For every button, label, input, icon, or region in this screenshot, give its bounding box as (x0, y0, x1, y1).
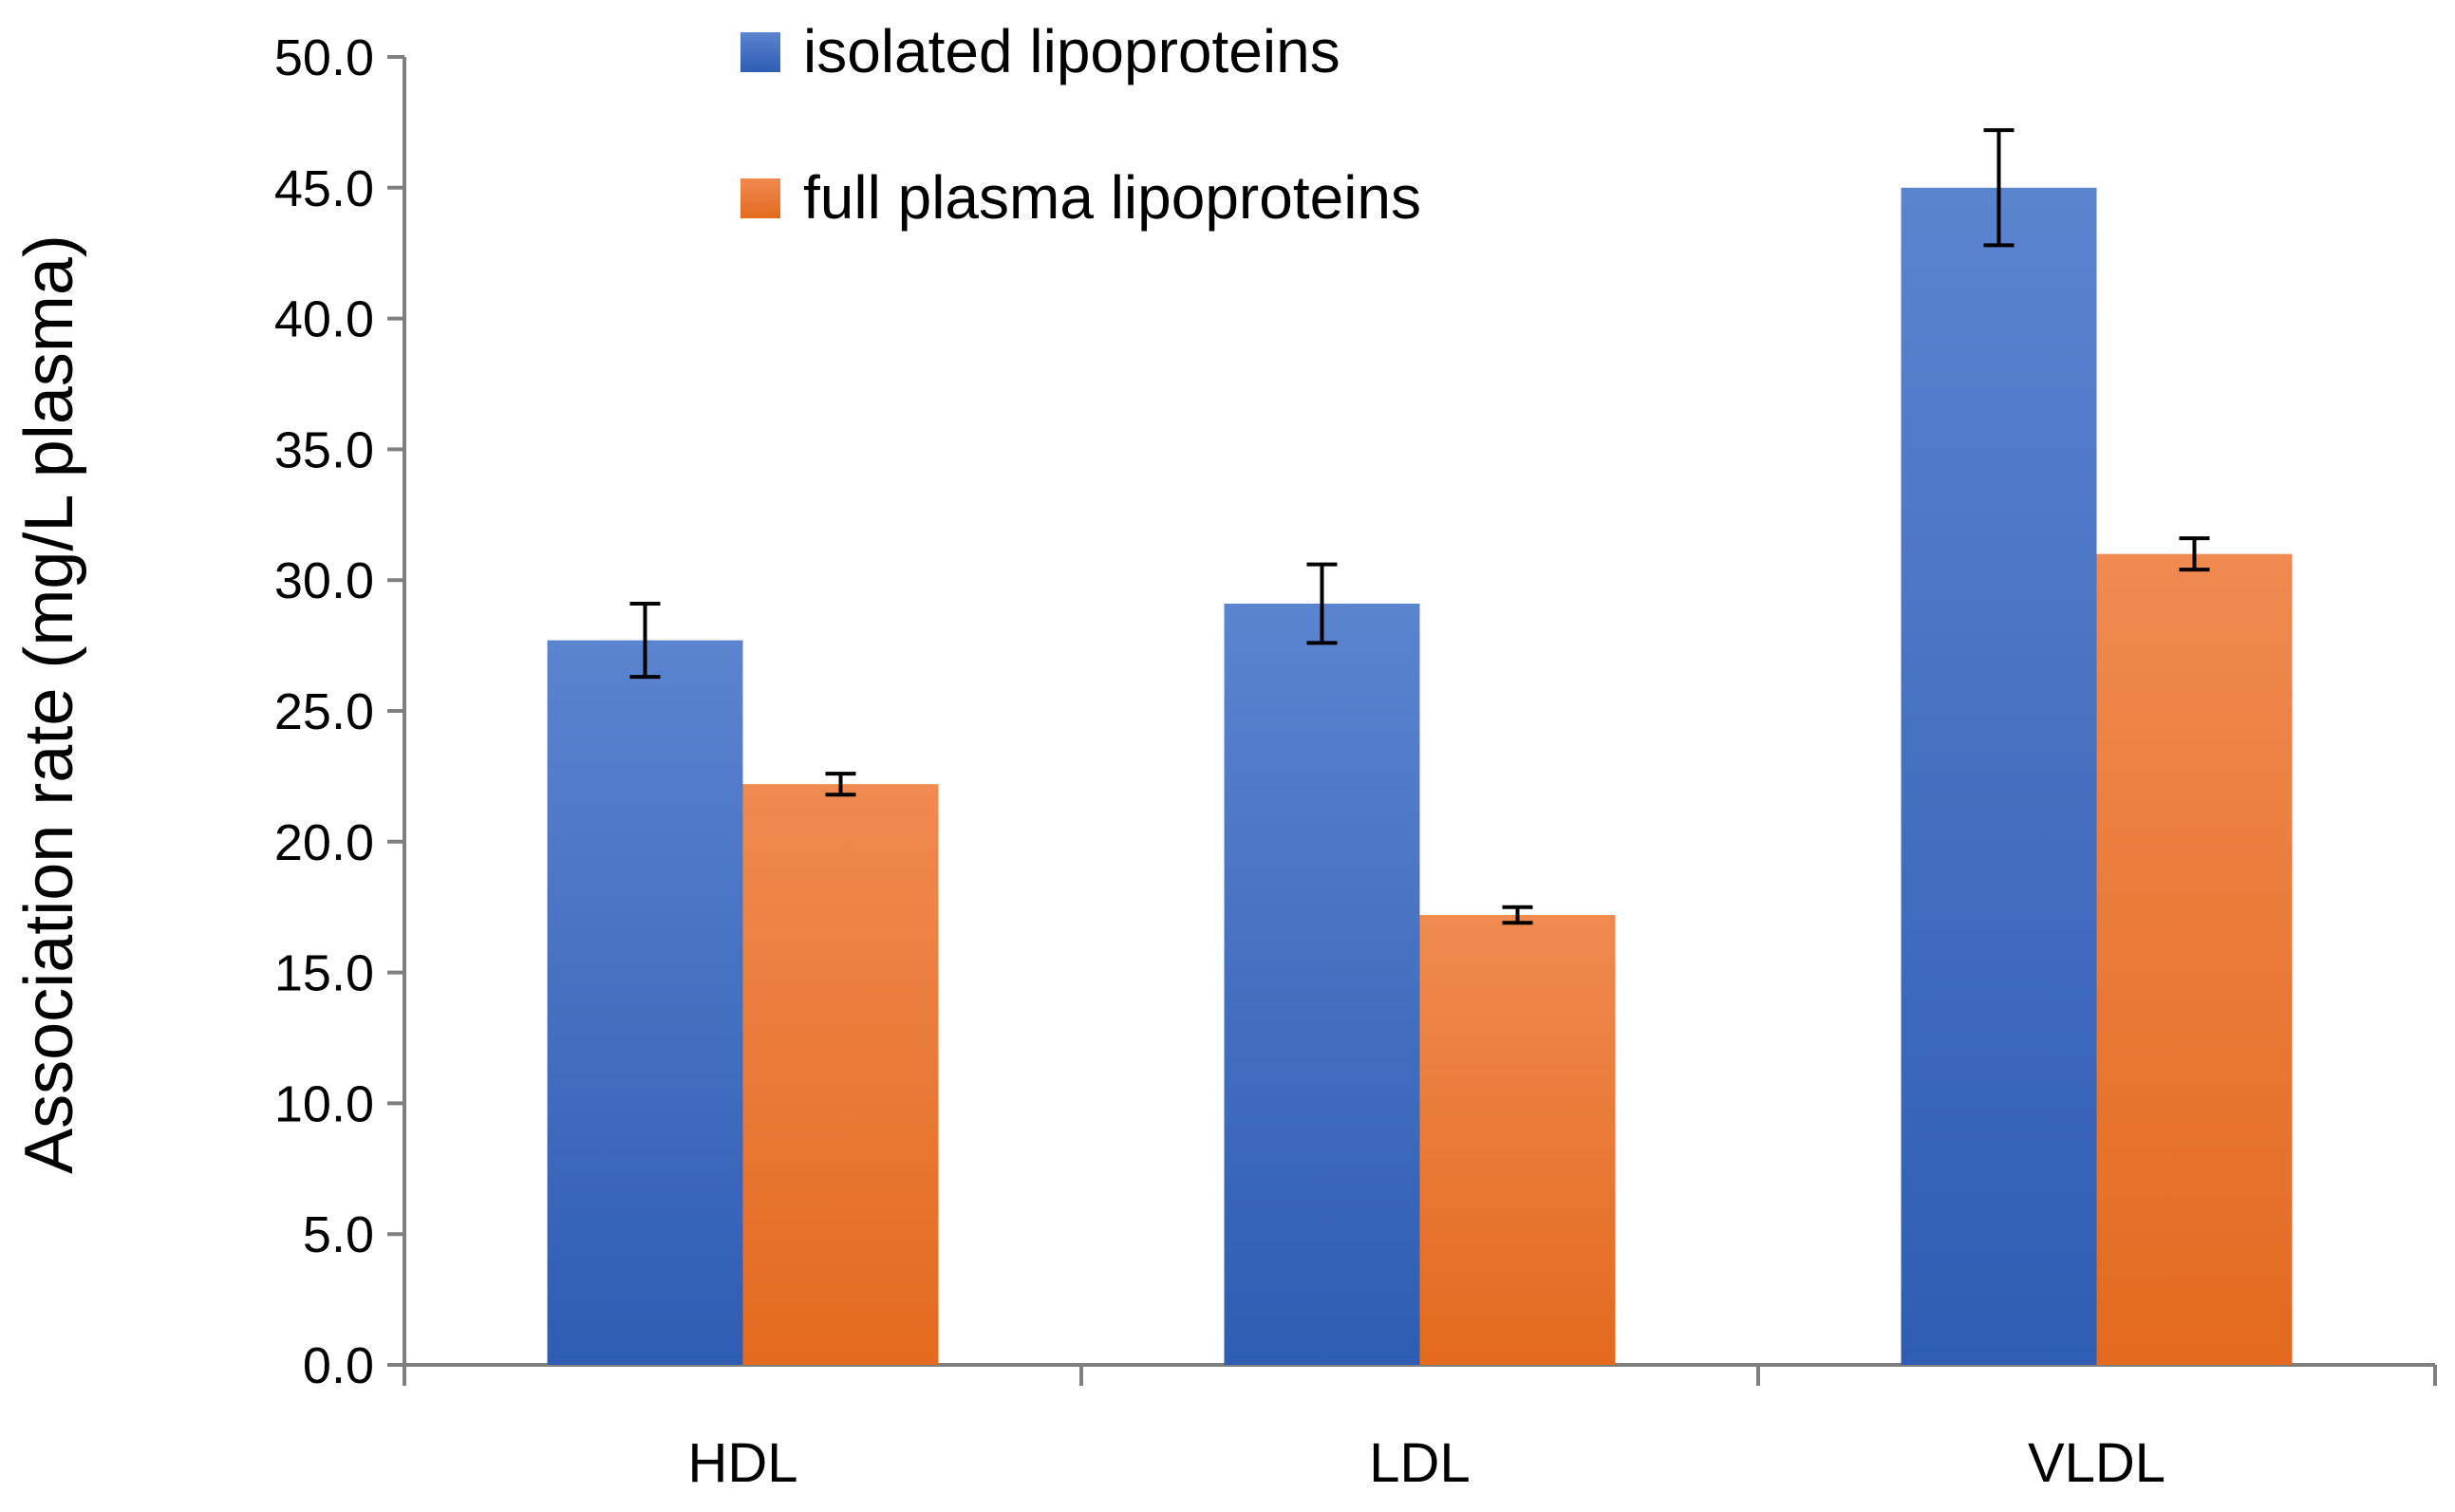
y-tick-label: 5.0 (303, 1206, 374, 1263)
x-category-label: VLDL (2028, 1432, 2165, 1494)
y-tick-label: 0.0 (303, 1337, 374, 1394)
error-bars (629, 128, 2210, 925)
y-tick-label: 10.0 (274, 1075, 374, 1132)
y-axis-title: Association rate (mg/L plasma) (11, 234, 87, 1174)
x-category-label: HDL (687, 1432, 797, 1494)
y-tick-label: 50.0 (274, 29, 374, 86)
y-tick-label: 40.0 (274, 291, 374, 348)
y-tick-label: 25.0 (274, 683, 374, 740)
bars (547, 187, 2293, 1365)
bar-isolated-ldl (1224, 604, 1420, 1365)
legend-swatch-isolated (740, 32, 780, 72)
legend-swatch-full-plasma (740, 178, 780, 218)
y-tick-label: 30.0 (274, 552, 374, 609)
bar-full-plasma-vldl (2096, 553, 2293, 1365)
x-category-label: LDL (1369, 1432, 1470, 1494)
legend: isolated lipoproteins full plasma lipopr… (740, 17, 1421, 232)
y-tick-label: 20.0 (274, 814, 374, 871)
legend-label-isolated: isolated lipoproteins (803, 17, 1340, 85)
y-axis: 0.0 5.0 10.0 15.0 20.0 25.0 30.0 35.0 40.0 45.0 50… (274, 29, 406, 1394)
y-tick-label: 35.0 (274, 421, 374, 478)
y-tick-label: 45.0 (274, 160, 374, 217)
x-axis: HDL LDL VLDL (403, 1363, 2437, 1494)
legend-label-full-plasma: full plasma lipoproteins (803, 163, 1421, 232)
y-tick-label: 15.0 (274, 945, 374, 1002)
bar-full-plasma-hdl (742, 784, 939, 1365)
bar-isolated-vldl (1901, 187, 2097, 1365)
bar-isolated-hdl (547, 640, 743, 1365)
bar-full-plasma-ldl (1419, 914, 1616, 1365)
